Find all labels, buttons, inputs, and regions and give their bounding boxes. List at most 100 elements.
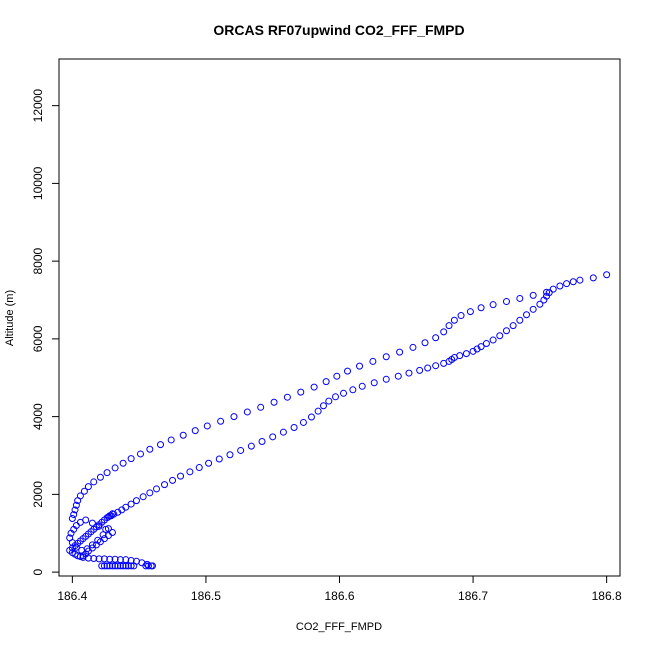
data-point <box>127 500 135 508</box>
data-point <box>563 280 571 288</box>
x-tick-label: 186.4 <box>57 589 87 603</box>
data-point <box>195 464 203 472</box>
data-point <box>122 556 130 564</box>
data-point <box>72 543 80 551</box>
data-point <box>84 483 92 491</box>
data-point <box>247 442 255 450</box>
data-point <box>103 469 111 477</box>
data-point <box>111 562 119 570</box>
data-point <box>74 497 82 505</box>
data-point <box>473 345 481 353</box>
data-point <box>99 531 107 539</box>
data-point <box>127 556 135 564</box>
data-point <box>482 340 490 348</box>
data-point <box>370 379 378 387</box>
data-point <box>325 397 333 405</box>
data-point <box>71 506 79 514</box>
data-point <box>90 555 98 563</box>
data-point <box>144 562 152 570</box>
data-point <box>132 557 140 565</box>
data-point <box>94 536 102 544</box>
data-point <box>290 424 298 432</box>
data-point <box>100 562 108 570</box>
data-point <box>167 436 175 444</box>
y-tick-label: 0 <box>31 568 45 575</box>
data-point <box>297 388 305 396</box>
y-tick-label: 10000 <box>31 166 45 200</box>
data-point <box>445 322 453 330</box>
data-point <box>319 402 327 410</box>
data-point <box>421 339 429 347</box>
data-point <box>70 511 78 519</box>
data-point <box>177 472 185 480</box>
data-point <box>536 300 544 308</box>
data-point <box>157 441 165 449</box>
data-point <box>424 364 432 372</box>
data-point <box>116 556 124 564</box>
data-point <box>440 328 448 336</box>
x-axis-label: CO2_FFF_FMPD <box>296 621 382 633</box>
data-point <box>349 386 357 394</box>
data-point <box>68 514 76 522</box>
data-point <box>603 271 611 279</box>
data-point <box>136 450 144 458</box>
data-point <box>243 408 251 416</box>
x-tick-label: 186.7 <box>458 589 488 603</box>
data-point <box>132 497 140 505</box>
data-point <box>440 359 448 367</box>
data-point <box>509 322 517 330</box>
data-point <box>169 476 177 484</box>
data-point <box>205 459 213 467</box>
data-point <box>124 562 132 570</box>
data-point <box>450 316 458 324</box>
data-point <box>540 296 548 304</box>
data-point <box>76 518 84 526</box>
data-point <box>589 274 597 282</box>
data-point <box>186 468 194 476</box>
data-point <box>79 553 87 561</box>
data-point <box>96 473 104 481</box>
data-point <box>543 288 551 296</box>
data-point <box>127 455 135 463</box>
data-point <box>416 366 424 374</box>
data-point <box>477 304 485 312</box>
y-axis-label: Altitude (m) <box>4 290 16 346</box>
data-point <box>556 282 564 290</box>
data-point <box>80 487 88 495</box>
data-point <box>502 298 510 306</box>
data-point <box>68 539 76 547</box>
data-point <box>146 489 154 497</box>
data-point <box>146 445 154 453</box>
data-point <box>217 417 225 425</box>
data-point <box>72 501 80 509</box>
data-point <box>108 528 116 536</box>
data-point <box>340 389 348 397</box>
data-point <box>67 529 75 537</box>
data-point <box>333 372 341 380</box>
data-point <box>106 562 114 570</box>
data-point <box>100 535 108 543</box>
data-point <box>119 459 127 467</box>
data-point <box>523 311 530 319</box>
y-tick-label: 8000 <box>31 247 45 274</box>
data-point <box>516 316 524 324</box>
data-point <box>307 413 315 421</box>
data-point <box>103 562 111 570</box>
data-point <box>529 291 537 299</box>
data-point <box>191 427 199 435</box>
data-point <box>369 357 377 365</box>
chart-title: ORCAS RF07upwind CO2_FFF_FMPD <box>213 22 464 38</box>
data-point <box>409 343 417 351</box>
data-point <box>104 525 112 533</box>
data-point <box>322 378 330 386</box>
data-point <box>230 413 238 421</box>
data-point <box>161 481 169 489</box>
data-point <box>215 455 223 463</box>
data-point <box>83 545 91 553</box>
y-tick-label: 2000 <box>31 481 45 508</box>
data-point <box>118 506 126 514</box>
plot-frame <box>58 58 621 577</box>
data-point <box>396 348 404 356</box>
data-point <box>529 305 537 313</box>
